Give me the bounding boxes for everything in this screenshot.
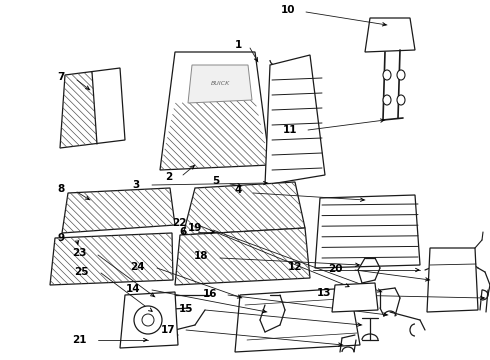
Polygon shape: [120, 292, 178, 348]
Polygon shape: [175, 228, 310, 285]
Ellipse shape: [383, 70, 391, 80]
Text: 8: 8: [58, 184, 65, 194]
Text: 2: 2: [165, 172, 172, 182]
Text: 18: 18: [194, 251, 208, 261]
Polygon shape: [60, 68, 125, 148]
Polygon shape: [332, 283, 378, 312]
Text: 17: 17: [160, 325, 175, 335]
Text: 4: 4: [235, 185, 242, 195]
Text: 13: 13: [317, 288, 331, 298]
Text: 6: 6: [180, 227, 187, 237]
Polygon shape: [235, 288, 360, 352]
Text: 3: 3: [133, 180, 140, 190]
Text: BUICK: BUICK: [210, 81, 230, 86]
Text: 14: 14: [125, 284, 140, 294]
Text: 21: 21: [73, 335, 87, 345]
Text: 10: 10: [280, 5, 295, 15]
Text: 15: 15: [178, 304, 193, 314]
Polygon shape: [62, 188, 175, 233]
Text: 19: 19: [188, 223, 202, 233]
Text: 1: 1: [235, 40, 242, 50]
Polygon shape: [365, 18, 415, 52]
Text: 9: 9: [58, 233, 65, 243]
Text: 16: 16: [202, 289, 217, 299]
Polygon shape: [315, 195, 420, 268]
Ellipse shape: [397, 70, 405, 80]
Text: 5: 5: [212, 176, 219, 186]
Polygon shape: [50, 233, 173, 285]
Text: 24: 24: [130, 262, 145, 272]
Polygon shape: [188, 65, 252, 103]
Ellipse shape: [397, 95, 405, 105]
Polygon shape: [427, 248, 478, 312]
Text: 12: 12: [288, 262, 302, 272]
Ellipse shape: [142, 314, 154, 326]
Text: 11: 11: [283, 125, 297, 135]
Text: 7: 7: [58, 72, 65, 82]
Text: 22: 22: [172, 218, 187, 228]
Ellipse shape: [383, 95, 391, 105]
Text: 25: 25: [74, 267, 89, 277]
Text: 20: 20: [328, 264, 343, 274]
Polygon shape: [265, 55, 325, 185]
Ellipse shape: [134, 306, 162, 334]
Polygon shape: [160, 52, 270, 170]
Text: 23: 23: [73, 248, 87, 258]
Polygon shape: [183, 182, 305, 235]
